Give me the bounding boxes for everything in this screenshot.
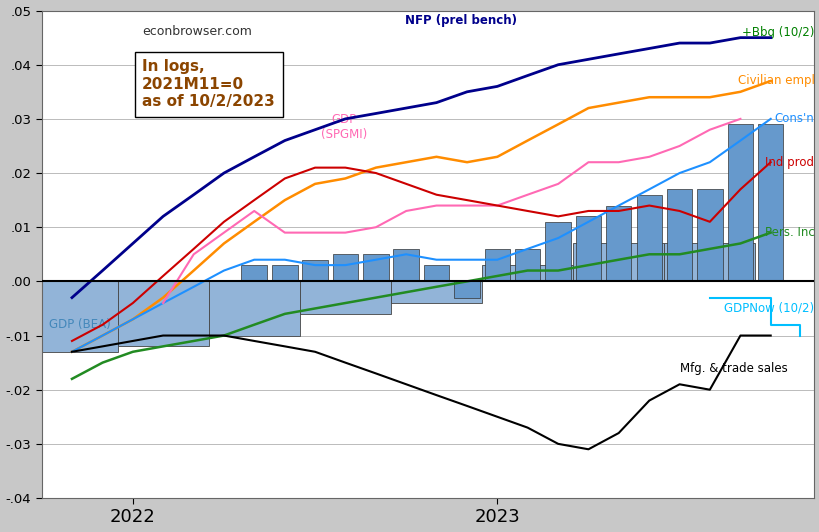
Bar: [514, 249, 540, 281]
Bar: [636, 195, 661, 281]
Bar: [333, 254, 358, 281]
Bar: [575, 217, 600, 281]
Bar: [757, 124, 782, 281]
Text: Pers. Inc: Pers. Inc: [764, 226, 813, 239]
Bar: [241, 265, 267, 281]
Bar: [572, 244, 663, 281]
Bar: [484, 249, 509, 281]
Text: Ind prod: Ind prod: [764, 156, 813, 169]
Bar: [663, 244, 754, 281]
Text: Mfg. & trade sales: Mfg. & trade sales: [679, 362, 786, 375]
Text: In logs,
2021M11=0
as of 10/2/2023: In logs, 2021M11=0 as of 10/2/2023: [142, 59, 274, 109]
Bar: [117, 281, 208, 346]
Bar: [482, 265, 572, 281]
Text: +Bbg (10/2): +Bbg (10/2): [741, 26, 813, 39]
Bar: [302, 260, 328, 281]
Bar: [696, 189, 722, 281]
Bar: [605, 205, 631, 281]
Text: NFP (prel bench): NFP (prel bench): [405, 14, 516, 27]
Text: econbrowser.com: econbrowser.com: [142, 25, 251, 38]
Bar: [26, 281, 117, 352]
Text: GDPNow (10/2): GDPNow (10/2): [723, 302, 813, 315]
Bar: [391, 281, 482, 303]
Bar: [454, 281, 479, 297]
Text: Civilian empl: Civilian empl: [736, 74, 813, 87]
Bar: [300, 281, 391, 314]
Bar: [423, 265, 449, 281]
Bar: [726, 124, 753, 281]
Bar: [393, 249, 419, 281]
Bar: [363, 254, 388, 281]
Bar: [272, 265, 297, 281]
Text: GDP (BEA): GDP (BEA): [49, 318, 111, 331]
Text: GDP
(SPGMI): GDP (SPGMI): [321, 113, 367, 140]
Bar: [208, 281, 300, 336]
Bar: [545, 222, 570, 281]
Bar: [666, 189, 691, 281]
Text: Cons'n: Cons'n: [774, 112, 813, 126]
